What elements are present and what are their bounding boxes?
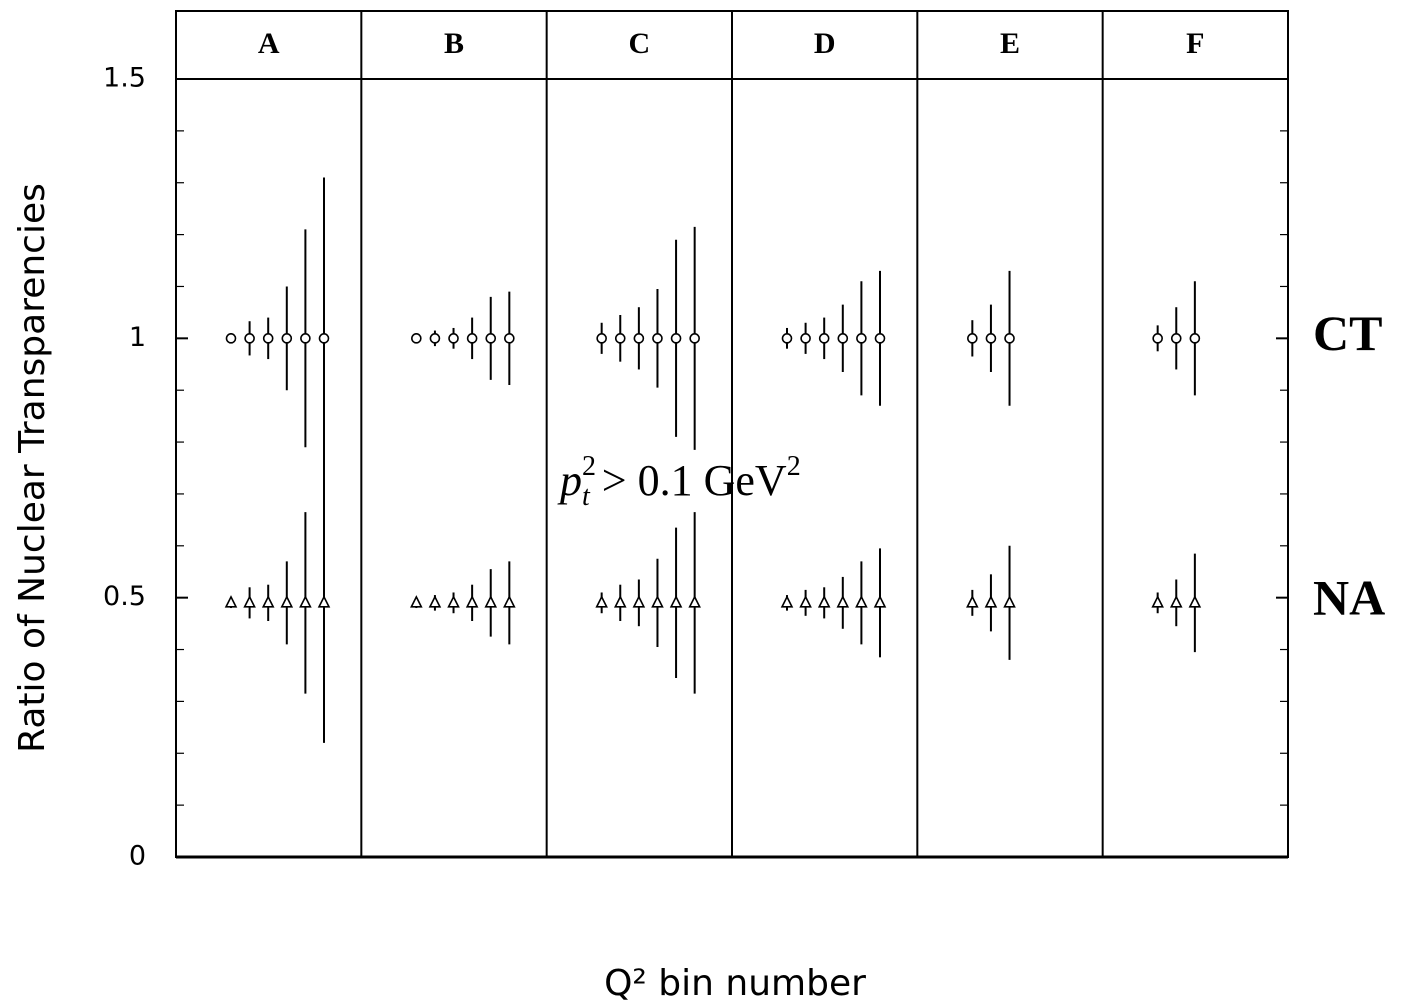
y-tick-label: 0.5 [103, 581, 146, 612]
marker [429, 333, 441, 344]
marker [670, 333, 682, 344]
annotation-text: > 0.1 GeV [602, 456, 787, 505]
marker [856, 333, 867, 344]
panel-label: D [814, 27, 836, 60]
marker [632, 595, 646, 608]
marker [800, 333, 811, 344]
panel-label: B [444, 27, 464, 60]
marker [614, 333, 626, 344]
y-tick-label: 1.5 [103, 63, 146, 94]
marker [984, 595, 998, 608]
marker [428, 595, 442, 608]
y-tick-label: 1 [129, 322, 146, 353]
marker [465, 595, 479, 608]
marker [781, 333, 793, 344]
y-axis-label: Ratio of Nuclear Transparencies [12, 183, 53, 753]
marker [1004, 333, 1015, 344]
annotation-sub: t [582, 481, 591, 512]
panel-label: E [1000, 27, 1020, 60]
series-label: NA [1313, 569, 1385, 625]
marker [689, 333, 700, 344]
marker [873, 595, 887, 608]
marker [633, 333, 645, 344]
marker [261, 595, 275, 608]
marker [318, 333, 330, 344]
marker [855, 595, 868, 608]
marker [818, 333, 830, 344]
marker [967, 333, 978, 344]
marker [688, 595, 701, 608]
marker [448, 333, 459, 344]
marker [410, 595, 423, 608]
series-label: CT [1313, 305, 1382, 361]
marker [1169, 595, 1183, 608]
marker [1189, 333, 1201, 344]
marker [280, 595, 294, 608]
marker [466, 333, 478, 344]
annotation-unit-sup: 2 [787, 451, 801, 482]
marker [817, 595, 831, 608]
annotation-base: p [557, 456, 582, 505]
panel-label: F [1186, 27, 1204, 60]
marker [780, 595, 794, 608]
marker [281, 333, 293, 344]
marker [225, 333, 237, 344]
marker [504, 333, 515, 344]
marker [613, 595, 627, 608]
marker [669, 595, 683, 608]
marker [503, 595, 516, 608]
marker [1188, 595, 1202, 608]
panel-label: C [628, 27, 650, 60]
annotation-sup: 2 [582, 451, 596, 482]
marker [317, 595, 331, 608]
marker [243, 595, 256, 608]
y-tick-label: 0 [129, 841, 146, 872]
marker [300, 333, 311, 344]
marker [1152, 333, 1163, 344]
marker [1003, 595, 1016, 608]
marker [985, 333, 997, 344]
marker [447, 595, 460, 608]
x-axis-label: Q² bin number [604, 963, 866, 1004]
marker [1151, 595, 1164, 608]
marker [874, 333, 886, 344]
marker [262, 333, 274, 344]
marker [966, 595, 979, 608]
marker [299, 595, 312, 608]
marker [836, 595, 850, 608]
marker [1170, 333, 1182, 344]
annotation: p2 t > 0.1 GeV2 [557, 451, 801, 512]
marker [651, 595, 664, 608]
marker [485, 333, 497, 344]
marker [837, 333, 849, 344]
marker [244, 333, 255, 344]
marker [411, 333, 422, 344]
panel-label: A [258, 27, 280, 60]
marker [596, 333, 607, 344]
marker [484, 595, 498, 608]
marker [224, 595, 238, 608]
marker [595, 595, 608, 608]
marker [799, 595, 812, 608]
marker [652, 333, 663, 344]
